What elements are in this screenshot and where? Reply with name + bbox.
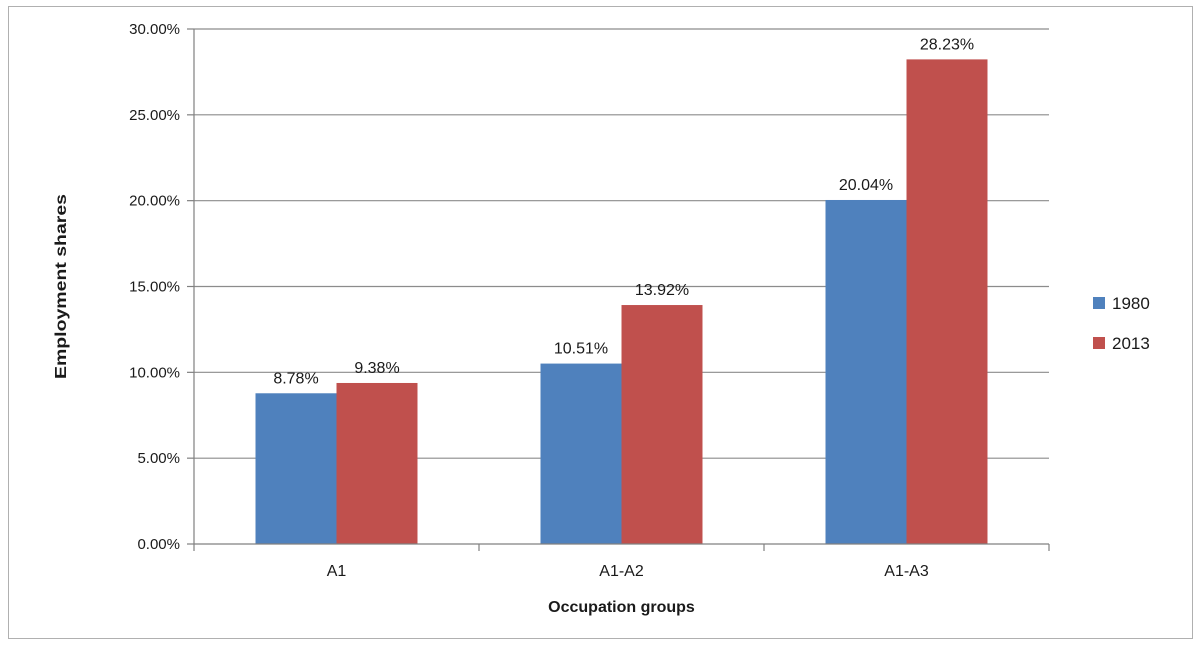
x-tick-label: A1-A3 [884,563,929,580]
data-label: 13.92% [635,282,689,299]
legend-swatch-1980 [1093,297,1105,309]
bar-1980-A1-A2 [540,363,622,544]
y-tick-label: 30.00% [129,21,180,38]
y-tick-label: 5.00% [137,450,180,467]
legend: 1980 2013 [1093,294,1150,353]
bar-2013-A1 [336,382,418,544]
data-label: 8.78% [273,370,318,387]
data-label: 9.38% [354,360,399,377]
axes [187,28,1050,551]
bar-2013-A1-A2 [621,305,703,544]
y-tick-label: 10.00% [129,364,180,381]
y-tick-label: 15.00% [129,279,180,296]
bar-1980-A1 [255,393,337,544]
legend-swatch-2013 [1093,337,1105,349]
data-label: 28.23% [920,36,974,53]
bar-1980-A1-A3 [825,199,907,545]
bar-2013-A1-A3 [906,59,988,544]
y-tick-labels: 0.00% 5.00% 10.00% 15.00% 20.00% 25.00% 30.00% [129,21,180,553]
x-axis-title: Occupation groups [548,599,695,616]
legend-label: 1980 [1112,294,1150,313]
data-label: 20.04% [839,177,893,194]
bars [255,59,988,545]
data-labels: 8.78% 9.38% 10.51% 13.92% 20.04% 28.23% [273,36,974,387]
data-label: 10.51% [554,341,608,358]
y-tick-label: 25.00% [129,107,180,124]
y-tick-label: 20.00% [129,193,180,210]
x-tick-label: A1 [327,563,347,580]
x-tick-labels: A1 A1-A2 A1-A3 [327,563,929,580]
y-axis-title: Employment shares [53,194,70,379]
legend-label: 2013 [1112,334,1150,353]
x-tick-label: A1-A2 [599,563,644,580]
y-tick-label: 0.00% [137,536,180,553]
